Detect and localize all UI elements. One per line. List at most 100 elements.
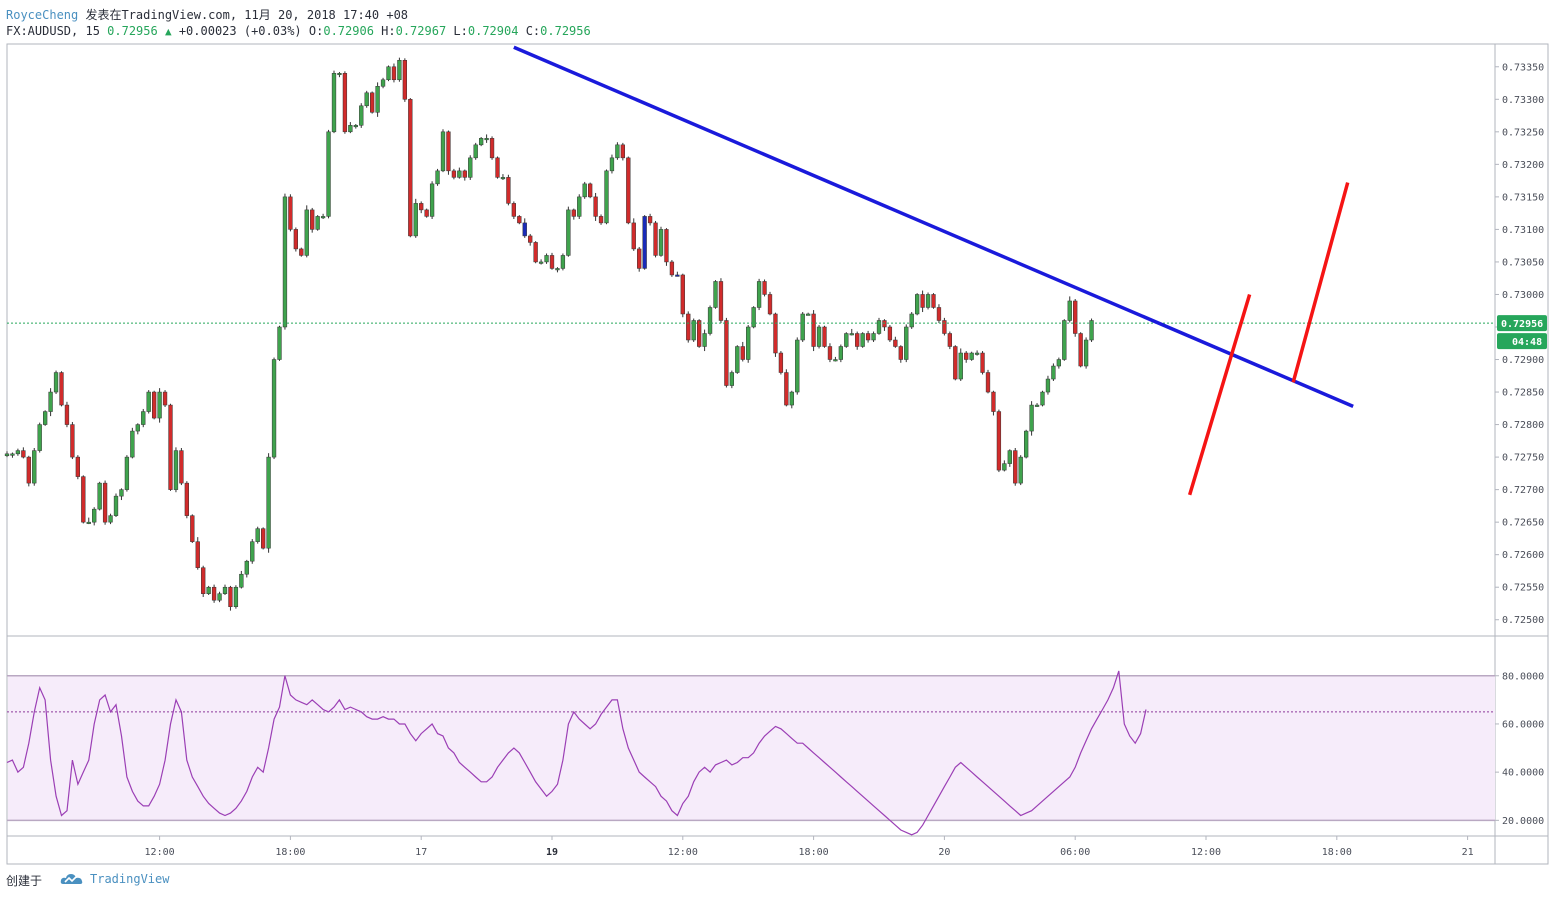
candle-body xyxy=(806,313,811,316)
tradingview-logo[interactable]: TradingView xyxy=(60,872,169,886)
author-name[interactable]: RoyceCheng xyxy=(6,8,79,22)
candle-body xyxy=(48,391,53,412)
candle-body xyxy=(21,450,26,458)
time-tick-label: 20 xyxy=(938,847,950,858)
time-tick-label: 17 xyxy=(415,847,427,858)
price-tick-label: 0.73100 xyxy=(1502,225,1544,236)
candle-body xyxy=(435,170,440,185)
candle-body xyxy=(664,229,669,263)
candle-body xyxy=(4,453,10,457)
price-tick-label: 0.73050 xyxy=(1502,257,1544,268)
chart-header-line2: FX:AUDUSD, 15 0.72956 ▲ +0.00023 (+0.03%… xyxy=(6,24,591,38)
price-tick-label: 0.72650 xyxy=(1502,518,1544,529)
price-tick-label: 0.72750 xyxy=(1502,453,1544,464)
candle-body xyxy=(271,359,277,458)
time-tick-label: 12:00 xyxy=(668,847,698,858)
candle-body xyxy=(920,294,925,308)
candle-body xyxy=(195,541,200,568)
time-tick-label: 06:00 xyxy=(1060,847,1090,858)
candle-body xyxy=(320,216,326,219)
candle-body xyxy=(855,333,860,347)
candle-body xyxy=(511,203,517,217)
chart-canvas[interactable]: 0.73350 0.73300 0.73250 0.73200 0.73150 0.731… xyxy=(0,0,1553,870)
candle-body xyxy=(10,453,15,456)
countdown-badge-text: 04:48 xyxy=(1512,337,1542,348)
candle-body xyxy=(266,456,271,549)
countdown-badge xyxy=(1497,333,1547,350)
candle-body xyxy=(43,411,48,425)
candle-body xyxy=(402,60,408,100)
candle-body xyxy=(299,248,304,256)
candle-body xyxy=(593,196,598,217)
candle-body xyxy=(244,560,249,575)
candle-body xyxy=(1024,430,1029,458)
candle-body xyxy=(538,261,544,264)
candle-body xyxy=(146,391,151,412)
change-label: +0.00023 (+0.03%) xyxy=(178,24,302,38)
price-tick-label: 0.73300 xyxy=(1502,95,1544,106)
candle-body xyxy=(789,391,794,406)
candle-body xyxy=(533,242,538,263)
candle-body xyxy=(773,313,778,354)
candle-body xyxy=(811,313,816,347)
candle-body xyxy=(947,333,953,347)
candle-body xyxy=(70,424,75,458)
candle-body xyxy=(53,372,59,393)
candle-body xyxy=(675,274,680,277)
candle-body xyxy=(250,541,255,562)
candle-body xyxy=(1029,404,1034,432)
candle-body xyxy=(756,281,762,308)
candle-body xyxy=(860,333,865,347)
candle-body xyxy=(97,482,102,510)
candle-body xyxy=(647,216,653,224)
time-tick-label: 18:00 xyxy=(1322,847,1352,858)
candle-body xyxy=(429,183,435,217)
candle-body xyxy=(386,66,391,81)
candle-body xyxy=(424,209,429,217)
candle-body xyxy=(32,450,37,484)
candle-body xyxy=(282,196,288,328)
close-value: 0.72956 xyxy=(540,24,591,38)
candle-body xyxy=(991,391,996,412)
candle-body xyxy=(446,131,451,172)
candle-body xyxy=(304,209,309,256)
candle-body xyxy=(833,359,838,362)
candle-body xyxy=(81,476,86,523)
price-tick-label: 0.72500 xyxy=(1502,615,1544,626)
candle-body xyxy=(484,138,489,141)
last-price-badge xyxy=(1497,315,1547,332)
channel-line-right[interactable] xyxy=(1291,182,1350,383)
candle-body xyxy=(173,450,179,490)
candle-body xyxy=(942,320,947,334)
open-value: 0.72906 xyxy=(323,24,374,38)
candle-body xyxy=(152,391,157,419)
candle-body xyxy=(1040,391,1045,406)
candle-body xyxy=(751,307,756,328)
candle-body xyxy=(1045,378,1051,393)
candle-body xyxy=(179,450,184,484)
candle-body xyxy=(288,196,293,230)
trend-line[interactable] xyxy=(513,45,1354,408)
time-tick-label: 12:00 xyxy=(145,847,175,858)
candle-body xyxy=(489,138,495,159)
candle-body xyxy=(604,170,609,224)
rsi-tick-label: 60.0000 xyxy=(1502,719,1544,730)
candle-body xyxy=(1078,333,1083,367)
publish-info: 发表在TradingView.com, 11月 20, 2018 17:40 +… xyxy=(85,8,409,22)
price-tick-label: 0.72700 xyxy=(1502,485,1544,496)
candle-body xyxy=(233,586,239,607)
candle-body xyxy=(980,352,985,373)
candle-body xyxy=(544,255,549,263)
candle-body xyxy=(964,352,969,360)
candle-body xyxy=(795,339,800,393)
channel-line-left[interactable] xyxy=(1187,293,1252,496)
candle-body xyxy=(615,144,620,159)
candle-body xyxy=(15,450,21,455)
candle-body xyxy=(190,515,195,542)
candle-body xyxy=(419,203,424,211)
created-with-label: 创建于 xyxy=(6,874,43,888)
candle-body xyxy=(293,229,299,250)
candle-body xyxy=(849,333,854,336)
price-tick-label: 0.72550 xyxy=(1502,583,1544,594)
tradingview-brand: TradingView xyxy=(90,872,170,886)
